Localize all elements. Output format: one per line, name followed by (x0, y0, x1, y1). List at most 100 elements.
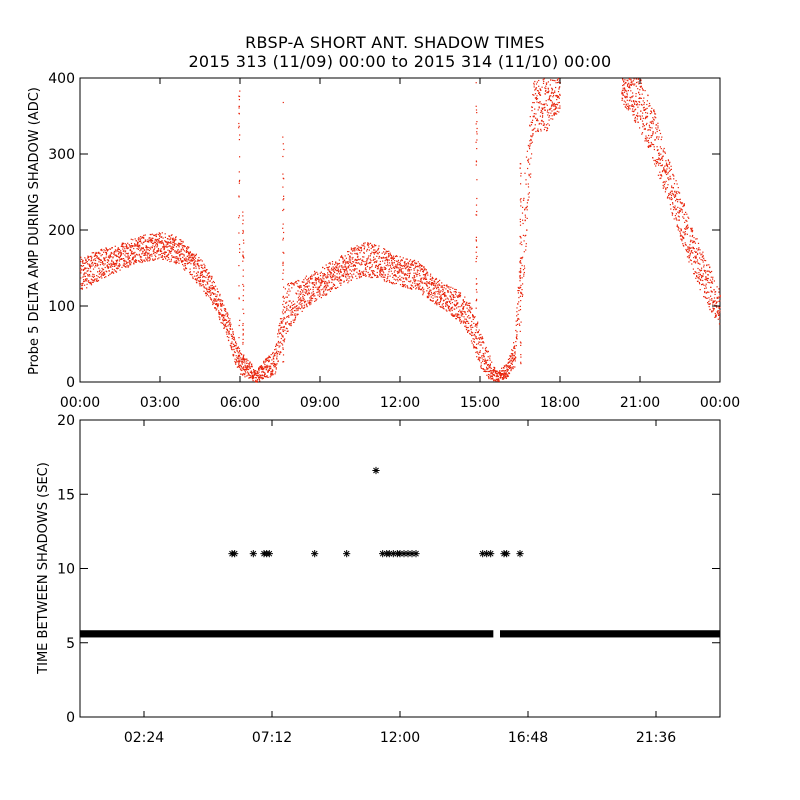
top-data-point (512, 353, 514, 355)
top-data-point (276, 363, 278, 365)
top-data-point (307, 285, 309, 287)
top-data-point (255, 372, 257, 374)
top-data-point (165, 258, 167, 260)
top-data-point (216, 304, 218, 306)
top-data-point (91, 252, 93, 254)
top-data-point (117, 265, 119, 267)
top-data-point (459, 295, 462, 297)
top-data-point (382, 260, 384, 262)
top-data-point (164, 256, 166, 258)
top-spike-point (242, 251, 244, 253)
top-data-point (199, 260, 201, 262)
top-spike-point (239, 248, 241, 250)
top-data-point (711, 291, 713, 293)
top-data-point (279, 345, 281, 347)
top-data-point (692, 242, 694, 244)
top-data-point (426, 296, 428, 299)
top-data-point (337, 278, 339, 280)
top-data-point (558, 88, 560, 90)
top-data-point (487, 364, 489, 366)
top-data-point (435, 291, 437, 293)
top-data-point (626, 108, 628, 110)
top-data-point (285, 302, 287, 304)
top-data-point (479, 338, 481, 340)
top-data-point (274, 373, 276, 375)
top-data-point (90, 265, 92, 267)
top-spike-point (242, 308, 244, 310)
top-data-point (182, 256, 184, 258)
top-data-point (485, 346, 487, 349)
top-data-point (272, 369, 274, 371)
top-data-point (646, 115, 649, 117)
top-data-point (246, 358, 248, 360)
top-data-point (487, 350, 489, 352)
top-spike-point (283, 208, 285, 210)
top-data-point (186, 247, 188, 249)
top-data-point (189, 271, 191, 273)
top-data-point (419, 281, 422, 283)
top-data-point (503, 370, 505, 372)
top-data-point (111, 268, 113, 270)
top-data-point (193, 259, 195, 261)
top-data-point (719, 294, 721, 297)
top-data-point (533, 113, 535, 115)
top-data-point (354, 250, 356, 252)
top-data-point (257, 373, 259, 375)
top-data-point (705, 297, 707, 299)
top-data-point (408, 269, 410, 271)
top-data-point (622, 84, 624, 87)
top-data-point (302, 291, 304, 293)
top-spike-point (238, 337, 240, 339)
top-data-point (121, 258, 123, 260)
top-data-point (448, 308, 450, 310)
top-data-point (294, 318, 296, 320)
top-data-point (299, 287, 301, 289)
top-data-point (188, 254, 190, 257)
top-data-point (506, 370, 508, 372)
top-data-point (103, 257, 105, 259)
top-data-point (646, 117, 648, 119)
top-data-point (659, 177, 661, 180)
top-data-point (246, 369, 248, 371)
top-data-point (510, 355, 512, 357)
top-data-point (669, 161, 671, 163)
top-data-point (448, 300, 450, 302)
top-data-point (319, 293, 321, 295)
top-data-point (467, 304, 469, 306)
top-data-point (436, 299, 438, 302)
top-data-point (276, 353, 279, 355)
top-data-point (175, 236, 177, 238)
top-spike-point (475, 239, 477, 241)
top-data-point (426, 285, 428, 287)
top-data-point (238, 365, 240, 367)
top-data-point (664, 171, 666, 173)
top-data-point (463, 316, 465, 318)
top-data-point (307, 294, 309, 296)
top-data-point (157, 238, 159, 240)
top-data-point (281, 311, 284, 313)
top-data-point (523, 251, 525, 253)
top-data-point (369, 273, 371, 275)
top-data-point (689, 255, 691, 257)
top-data-point (649, 127, 651, 129)
top-data-point (330, 269, 332, 271)
top-data-point (438, 290, 440, 292)
top-data-point (367, 257, 369, 259)
top-data-point (544, 90, 547, 92)
top-data-point (379, 271, 381, 273)
top-data-point (442, 303, 444, 305)
top-data-point (252, 380, 254, 382)
top-data-point (470, 329, 472, 331)
top-data-point (156, 233, 158, 235)
top-data-point (237, 366, 239, 368)
top-data-point (203, 290, 205, 292)
top-data-point (300, 289, 303, 291)
top-data-point (453, 291, 455, 293)
top-data-point (464, 322, 466, 324)
top-data-point (678, 216, 680, 218)
top-data-point (680, 209, 682, 211)
top-data-point (367, 258, 369, 260)
top-spike-point (282, 261, 284, 263)
top-spike-point (475, 161, 478, 163)
top-data-point (680, 202, 682, 204)
